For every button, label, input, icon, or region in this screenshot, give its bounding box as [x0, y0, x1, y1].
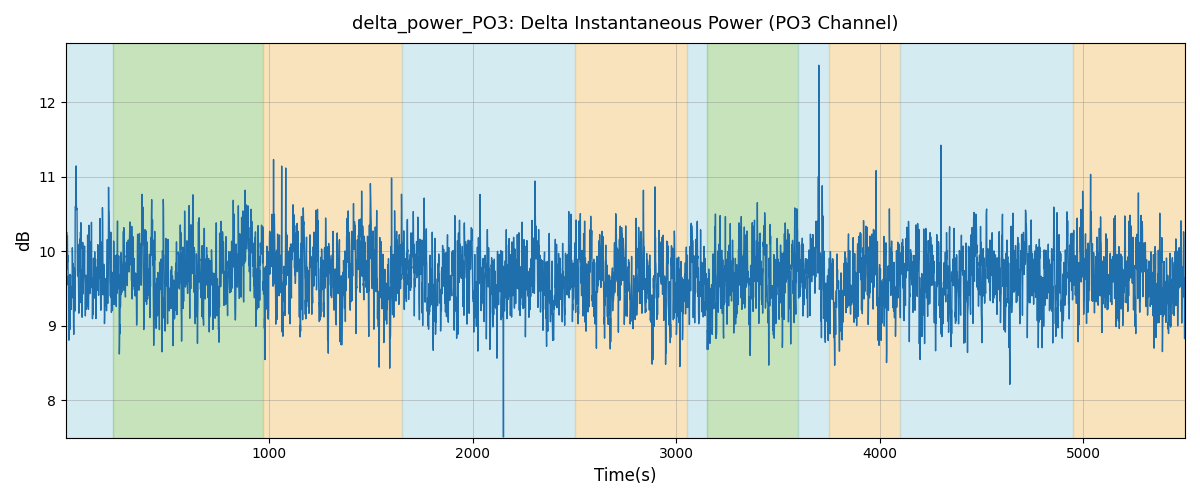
Bar [829, 43, 900, 438]
Bar [263, 43, 402, 438]
Bar [686, 43, 707, 438]
Bar [575, 43, 686, 438]
Bar [402, 43, 575, 438]
Bar [1073, 43, 1184, 438]
Title: delta_power_PO3: Delta Instantaneous Power (PO3 Channel): delta_power_PO3: Delta Instantaneous Pow… [353, 15, 899, 34]
Bar [707, 43, 798, 438]
Bar [113, 43, 263, 438]
Y-axis label: dB: dB [14, 230, 32, 251]
Bar [798, 43, 829, 438]
Bar [900, 43, 1073, 438]
Bar [66, 43, 113, 438]
X-axis label: Time(s): Time(s) [594, 467, 656, 485]
